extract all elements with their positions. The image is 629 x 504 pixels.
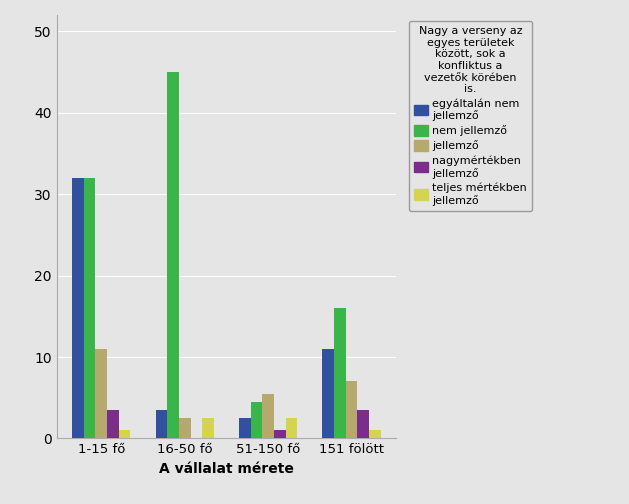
Bar xyxy=(239,418,250,438)
Legend: egyáltalán nem
jellemző, nem jellemző, jellemző, nagymértékben
jellemző, teljes : egyáltalán nem jellemző, nem jellemző, j… xyxy=(409,21,532,211)
Bar xyxy=(346,382,357,438)
Bar xyxy=(96,349,107,438)
Bar xyxy=(357,410,369,438)
Bar xyxy=(250,402,262,438)
X-axis label: A vállalat mérete: A vállalat mérete xyxy=(159,462,294,476)
Bar xyxy=(72,178,84,438)
Bar xyxy=(369,430,381,438)
Bar xyxy=(262,394,274,438)
Bar xyxy=(274,430,286,438)
Bar xyxy=(179,418,191,438)
Bar xyxy=(155,410,167,438)
Bar xyxy=(167,72,179,438)
Bar xyxy=(334,308,346,438)
Bar xyxy=(107,410,119,438)
Bar xyxy=(323,349,334,438)
Bar xyxy=(84,178,96,438)
Bar xyxy=(203,418,214,438)
Bar xyxy=(286,418,298,438)
Bar xyxy=(119,430,130,438)
